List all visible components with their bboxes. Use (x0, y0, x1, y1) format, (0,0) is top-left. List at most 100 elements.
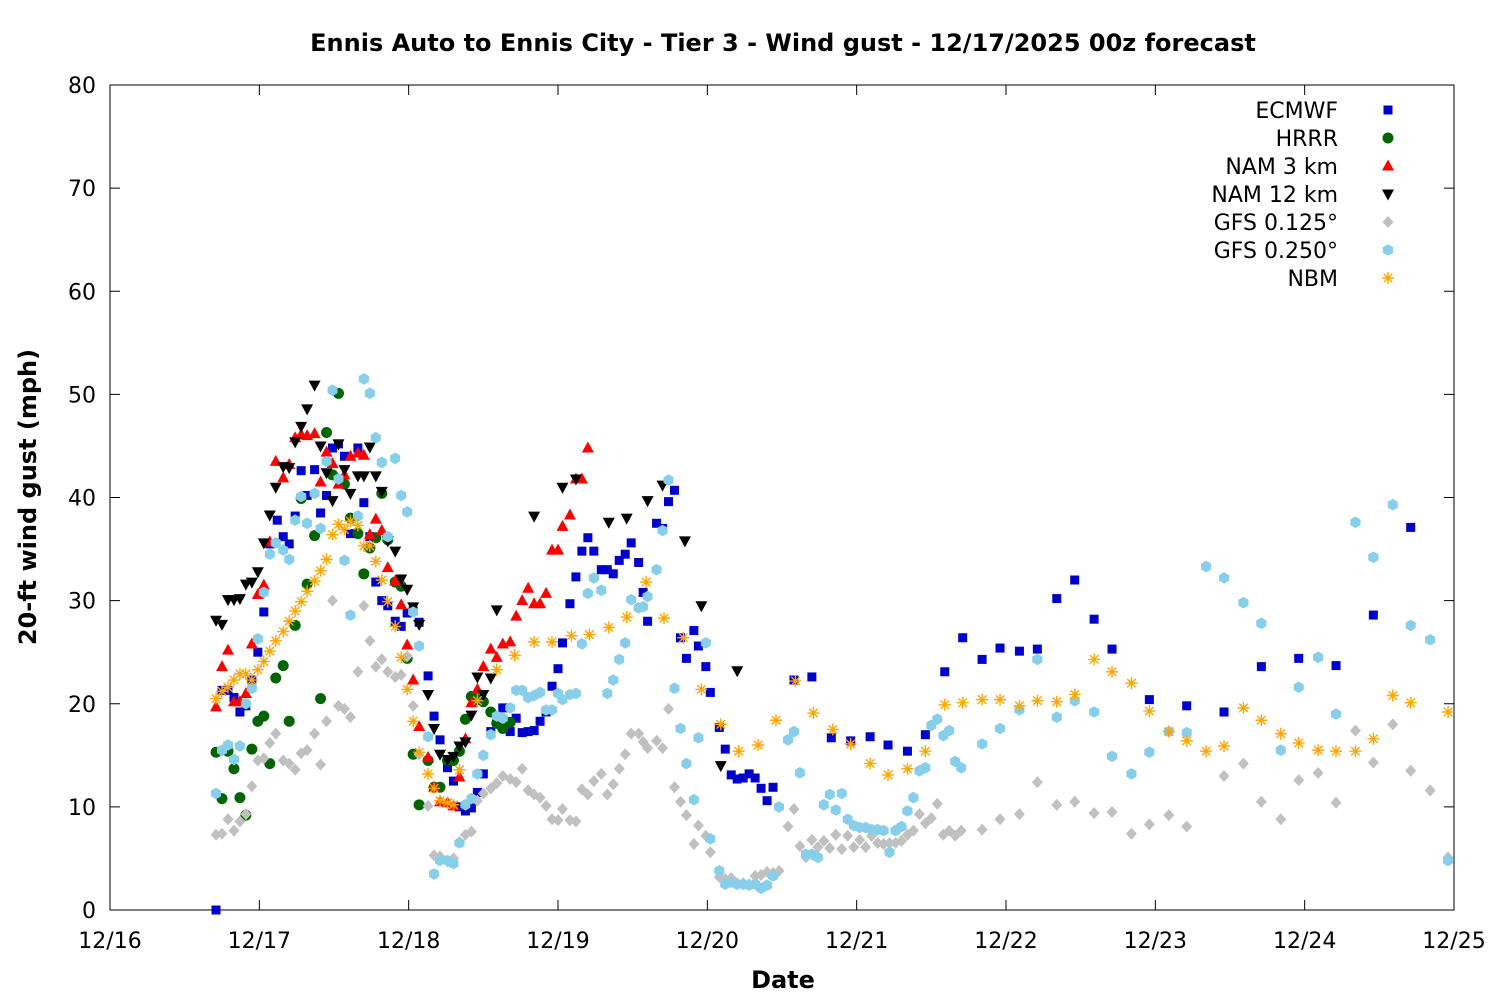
data-point-ecmwf (669, 485, 679, 495)
data-point-nam-12-km (251, 567, 264, 579)
data-point-nam-3-km (504, 635, 517, 647)
data-point-nbm (453, 763, 466, 776)
data-point-gfs-0-250 (270, 537, 281, 549)
data-point-nam-3-km (245, 637, 258, 649)
data-point-nam-3-km (484, 642, 497, 654)
data-point-gfs-0-250 (812, 851, 823, 864)
data-point-nbm (807, 707, 820, 720)
data-point-nbm (844, 737, 857, 750)
data-point-gfs-0-125 (625, 727, 637, 740)
data-point-ecmwf (681, 653, 691, 663)
data-point-ecmwf (448, 776, 458, 786)
data-point-gfs-0-125 (818, 834, 830, 847)
data-point-nam-3-km (210, 700, 223, 712)
data-point-gfs-0-125 (674, 795, 686, 808)
data-point-nbm (620, 611, 633, 624)
data-point-gfs-0-250 (588, 572, 599, 584)
data-point-gfs-0-250 (364, 387, 375, 400)
x-tick-label: 12/17 (228, 929, 291, 954)
data-point-gfs-0-250 (345, 609, 356, 621)
data-point-nam-3-km (575, 472, 588, 484)
data-point-gfs-0-125 (510, 776, 522, 789)
data-point-gfs-0-125 (994, 813, 1006, 826)
y-tick-label: 60 (68, 280, 96, 305)
data-point-gfs-0-125 (534, 791, 546, 804)
data-point-gfs-0-250 (339, 554, 350, 567)
data-point-gfs-0-250 (995, 722, 1005, 735)
data-point-gfs-0-125 (842, 829, 854, 842)
data-point-gfs-0-125 (301, 744, 313, 757)
data-point-ecmwf (1256, 662, 1266, 672)
data-point-ecmwf (478, 769, 488, 779)
data-point-gfs-0-125 (370, 660, 382, 673)
legend-label-gfs-0-125: GFS 0.125° (1214, 211, 1338, 236)
data-point-nbm (1255, 714, 1268, 727)
data-point-nbm (1106, 665, 1119, 678)
data-point-ecmwf (720, 744, 730, 754)
data-point-nbm (245, 674, 258, 687)
data-point-nam-3-km (395, 598, 408, 610)
data-point-nbm (640, 576, 653, 589)
data-point-gfs-0-125 (1013, 808, 1025, 821)
data-point-nbm (994, 693, 1007, 706)
data-point-gfs-0-250 (302, 517, 313, 530)
data-point-gfs-0-250 (535, 686, 546, 699)
data-point-gfs-0-125 (1293, 774, 1305, 787)
data-point-nbm (283, 615, 296, 628)
data-point-gfs-0-125 (925, 812, 937, 825)
data-point-gfs-0-125 (794, 840, 806, 853)
data-point-nam-3-km (534, 597, 547, 609)
data-point-gfs-0-125 (321, 715, 333, 728)
data-point-gfs-0-250 (1405, 619, 1416, 632)
y-tick-label: 20 (68, 693, 96, 718)
data-point-nbm (363, 539, 376, 552)
x-axis-label: Date (751, 966, 815, 994)
x-tick-label: 12/18 (377, 929, 440, 954)
data-point-hrrr (289, 619, 301, 631)
data-point-nam-12-km (320, 468, 333, 480)
data-point-gfs-0-125 (540, 799, 552, 812)
data-point-gfs-0-125 (1163, 809, 1175, 822)
data-point-nam-12-km (569, 474, 582, 486)
data-point-gfs-0-125 (1367, 756, 1379, 769)
data-point-gfs-0-250 (284, 553, 295, 566)
y-tick-label: 40 (68, 487, 96, 512)
data-point-gfs-0-250 (223, 739, 233, 751)
data-point-gfs-0-250 (1293, 681, 1304, 693)
data-point-gfs-0-250 (638, 601, 649, 613)
data-point-gfs-0-125 (309, 727, 321, 740)
data-point-gfs-0-125 (382, 665, 394, 678)
data-point-nbm (381, 595, 394, 608)
data-point-ecmwf (565, 599, 575, 609)
data-point-nam-12-km (477, 689, 490, 701)
data-point-gfs-0-250 (977, 738, 988, 750)
data-point-nam-12-km (428, 724, 441, 735)
data-point-nbm (789, 675, 802, 688)
data-point-gfs-0-125 (1424, 784, 1436, 797)
data-point-nam-3-km (216, 660, 228, 672)
data-point-hrrr (270, 672, 282, 684)
data-point-ecmwf (620, 549, 630, 559)
data-point-gfs-0-250 (908, 791, 919, 804)
data-point-gfs-0-250 (932, 713, 943, 725)
data-point-nbm (1180, 734, 1193, 747)
data-point-ecmwf (596, 565, 606, 575)
data-point-nam-3-km (257, 578, 270, 590)
data-point-ecmwf (472, 787, 482, 797)
data-point-gfs-0-250 (278, 544, 289, 556)
data-point-gfs-0-250 (327, 384, 338, 397)
data-point-nbm (864, 757, 877, 770)
data-point-nbm (695, 683, 708, 696)
data-point-ecmwf (1368, 610, 1378, 620)
data-point-ecmwf (296, 466, 306, 476)
data-point-nam-3-km (552, 543, 564, 555)
data-point-gfs-0-125 (955, 824, 967, 837)
data-point-gfs-0-250 (1032, 653, 1043, 666)
data-point-hrrr (246, 743, 258, 755)
data-point-nbm (1237, 701, 1250, 714)
data-point-gfs-0-250 (830, 804, 841, 816)
data-point-nbm (1386, 689, 1399, 702)
data-point-gfs-0-125 (407, 699, 419, 712)
data-point-nbm (1367, 732, 1380, 745)
data-point-ecmwf (902, 746, 912, 756)
